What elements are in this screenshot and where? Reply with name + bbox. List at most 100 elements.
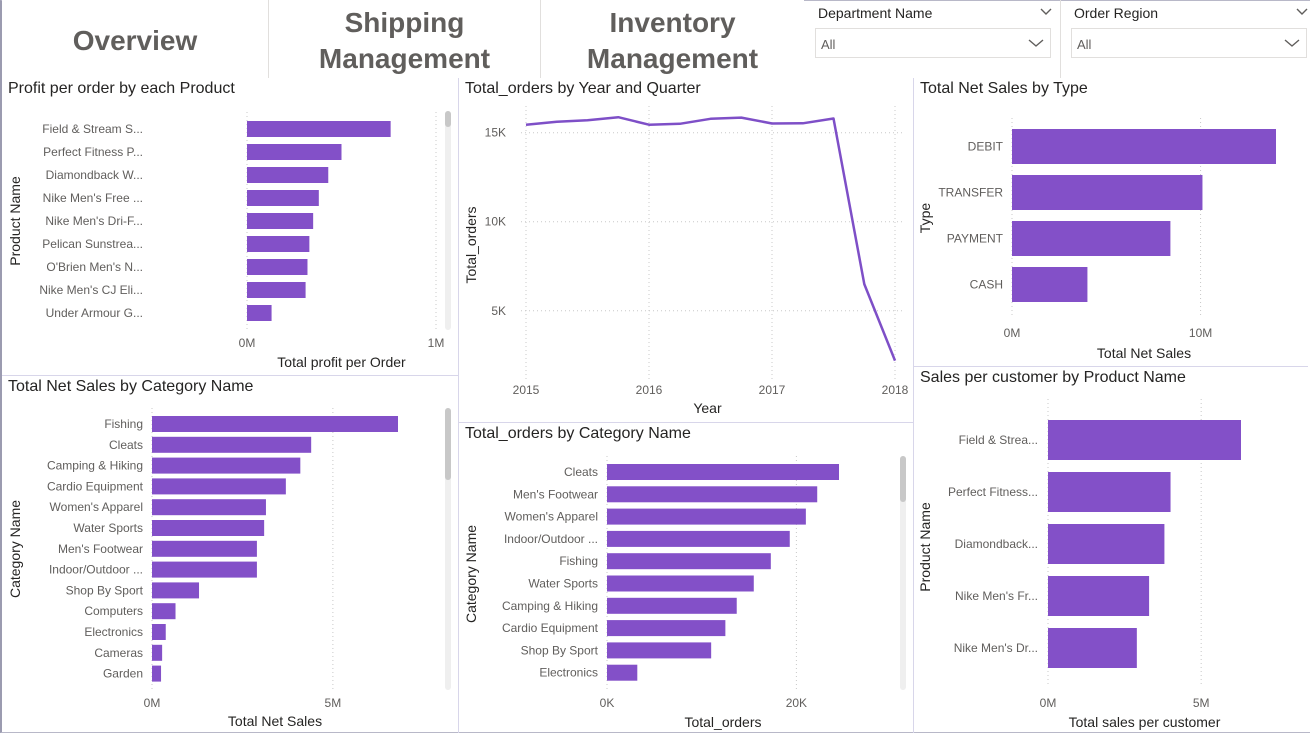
chevron-down-icon[interactable]: [1039, 4, 1053, 18]
inventory-management-button[interactable]: Inventory Management: [541, 0, 804, 78]
bar: [607, 486, 817, 502]
x-axis-title: Total_orders: [684, 714, 761, 730]
order-region-dropdown[interactable]: All: [1071, 28, 1307, 58]
scrollbar-thumb[interactable]: [445, 408, 451, 480]
x-axis-title: Total profit per Order: [277, 354, 406, 370]
category-label: Cardio Equipment: [502, 621, 599, 635]
series-line: [526, 117, 895, 360]
y-axis-title: Category Name: [463, 525, 479, 623]
category-label: Men's Footwear: [58, 542, 143, 556]
x-tick-label: 2016: [636, 383, 663, 397]
bar: [1012, 267, 1087, 302]
scrollbar-thumb[interactable]: [900, 456, 906, 502]
bar: [247, 167, 328, 183]
category-label: Field & Strea...: [959, 433, 1038, 447]
chart-title: Sales per customer by Product Name: [920, 369, 1186, 387]
category-label: Camping & Hiking: [502, 599, 598, 613]
overview-button[interactable]: Overview: [2, 0, 268, 78]
x-tick-label: 0M: [239, 336, 256, 350]
bar: [152, 416, 398, 432]
bar: [152, 603, 176, 619]
bar: [247, 144, 342, 160]
scrollbar-track[interactable]: [445, 111, 451, 330]
category-label: Water Sports: [73, 521, 143, 535]
department-name-slicer: Department Name All: [815, 0, 1055, 60]
x-axis-title: Year: [693, 400, 722, 416]
bar: [607, 531, 790, 547]
bar: [152, 582, 199, 598]
category-label: Nike Men's Dri-F...: [45, 214, 143, 228]
category-label: Nike Men's CJ Eli...: [39, 283, 143, 297]
category-label: Men's Footwear: [513, 487, 598, 501]
category-label: Computers: [84, 604, 143, 618]
category-label: Diamondback...: [955, 537, 1038, 551]
chevron-down-icon: [1028, 38, 1044, 48]
x-tick-label: 2017: [759, 383, 786, 397]
bar: [247, 259, 307, 275]
category-label: Under Armour G...: [46, 306, 143, 320]
category-label: TRANSFER: [938, 186, 1003, 200]
x-tick-label: 0K: [600, 696, 615, 710]
category-label: Nike Men's Dr...: [954, 641, 1038, 655]
bar: [152, 437, 311, 453]
bar: [152, 645, 162, 661]
category-label: Electronics: [539, 666, 598, 680]
chart-title: Total Net Sales by Type: [920, 80, 1088, 98]
bar: [607, 509, 806, 525]
slicer-value: All: [821, 37, 835, 52]
category-label: Shop By Sport: [66, 583, 144, 597]
bar: [152, 666, 161, 682]
category-label: Cleats: [109, 438, 143, 452]
category-label: Water Sports: [528, 577, 598, 591]
chevron-down-icon[interactable]: [1295, 4, 1309, 18]
y-tick-label: 10K: [485, 215, 506, 229]
bar: [247, 282, 306, 298]
bar: [1048, 524, 1164, 564]
chart-title: Profit per order by each Product: [8, 80, 235, 98]
x-tick-label: 0M: [1004, 326, 1021, 340]
x-tick-label: 0M: [1040, 696, 1057, 710]
category-label: Garden: [103, 667, 143, 681]
department-name-dropdown[interactable]: All: [815, 28, 1051, 58]
x-tick-label: 0M: [144, 696, 161, 710]
slicer-title: Department Name: [818, 5, 932, 21]
bar: [152, 541, 257, 557]
category-label: Pelican Sunstrea...: [42, 237, 143, 251]
chart-title: Total Net Sales by Category Name: [8, 378, 253, 396]
y-tick-label: 15K: [485, 126, 506, 140]
bar: [152, 624, 166, 640]
bar: [607, 553, 771, 569]
y-axis-title: Product Name: [7, 176, 23, 266]
chevron-down-icon: [1284, 38, 1300, 48]
scrollbar-thumb[interactable]: [445, 111, 451, 127]
category-label: Indoor/Outdoor ...: [504, 532, 598, 546]
category-label: Field & Stream S...: [42, 122, 143, 136]
category-label: Cleats: [564, 465, 598, 479]
bar: [1048, 576, 1149, 616]
category-label: Women's Apparel: [50, 500, 143, 514]
shipping-management-button[interactable]: Shipping Management: [269, 0, 540, 78]
bar: [247, 305, 272, 321]
bar: [607, 576, 754, 592]
slicer-title: Order Region: [1074, 5, 1158, 21]
category-label: Electronics: [84, 625, 143, 639]
category-label: Cameras: [94, 646, 143, 660]
category-label: O'Brien Men's N...: [46, 260, 143, 274]
category-label: Camping & Hiking: [47, 459, 143, 473]
nav-divider: [1060, 0, 1061, 78]
x-axis-title: Total Net Sales: [228, 713, 322, 729]
bar: [1048, 628, 1137, 668]
category-label: Perfect Fitness P...: [43, 145, 143, 159]
overview-label: Overview: [73, 23, 198, 59]
category-label: Diamondback W...: [46, 168, 143, 182]
y-axis-title: Total_orders: [463, 206, 479, 283]
